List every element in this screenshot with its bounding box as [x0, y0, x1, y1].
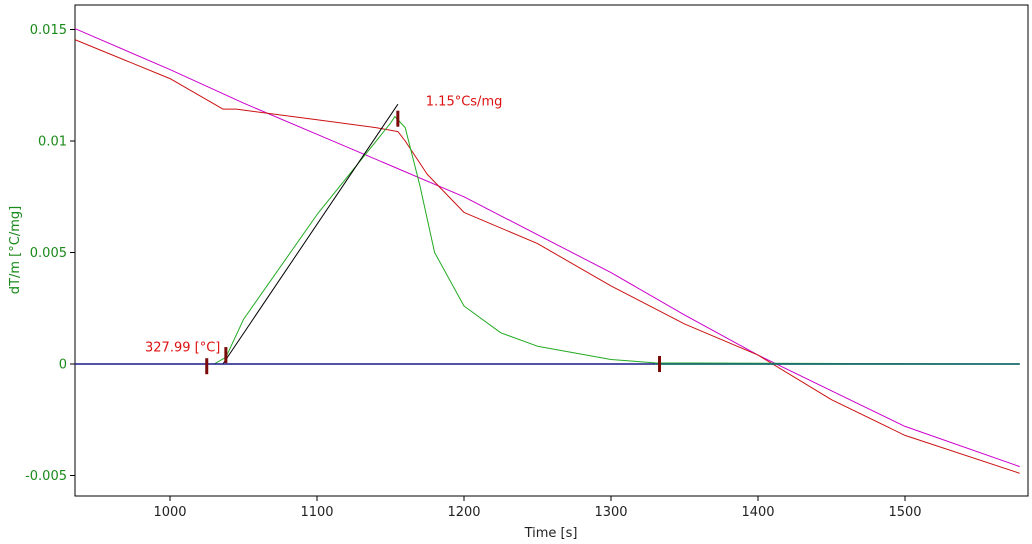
event-marker-0 [205, 358, 209, 375]
series-line-1 [75, 39, 1020, 474]
x-tick-label: 1300 [594, 505, 627, 520]
y-tick-label: -0.005 [25, 469, 67, 484]
y-tick-label: 0.015 [30, 23, 67, 38]
x-axis-title: Time [s] [524, 526, 578, 541]
series-line-3 [222, 103, 399, 365]
event-marker-2 [396, 110, 400, 127]
x-tick-label: 1400 [741, 505, 774, 520]
x-tick-label: 1500 [888, 505, 921, 520]
event-marker-1 [224, 347, 228, 364]
x-tick-label: 1200 [447, 505, 480, 520]
annotation-0: 1.15°Cs/mg [426, 94, 503, 109]
series-line-0 [75, 28, 1020, 468]
y-tick-label: 0 [59, 358, 67, 373]
y-tick-label: 0.005 [30, 246, 67, 261]
series-layer [75, 28, 1020, 474]
plot-frame [74, 4, 1029, 497]
x-axis-ticks: 1000 1100 1200 1300 1400 1500 [153, 496, 922, 520]
x-tick-label: 1100 [300, 505, 333, 520]
y-tick-label: 0.01 [38, 135, 67, 150]
y-axis-title: dT/m [°C/mg] [8, 206, 23, 294]
series-line-2 [75, 116, 1020, 365]
event-marker-3 [658, 356, 662, 372]
annotations: 1.15°Cs/mg 327.99 [°C] [145, 94, 502, 355]
marker-layer [205, 110, 662, 375]
annotation-1: 327.99 [°C] [145, 341, 220, 356]
y-axis-ticks: -0.005 0 0.005 0.01 0.015 [25, 23, 75, 484]
x-tick-label: 1000 [153, 505, 186, 520]
